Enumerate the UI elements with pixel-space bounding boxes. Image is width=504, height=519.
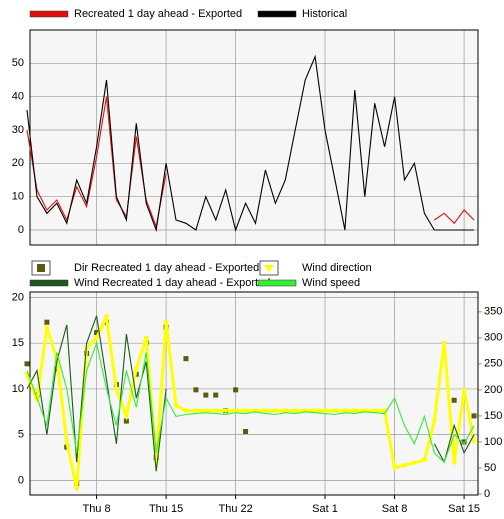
x-tick-label: Thu 22 [218, 503, 252, 515]
marker [183, 356, 189, 362]
x-tick-label: Thu 8 [82, 503, 110, 515]
marker [143, 335, 150, 341]
marker [381, 408, 388, 414]
marker [44, 319, 50, 325]
marker [63, 439, 70, 445]
marker [113, 387, 120, 393]
marker [282, 408, 289, 414]
legend-label: Wind speed [302, 277, 360, 289]
y-tick-label: 20 [12, 157, 24, 169]
legend-swatch [29, 10, 69, 18]
marker [232, 408, 239, 414]
marker [103, 314, 110, 320]
series-line [26, 54, 474, 233]
marker [243, 428, 249, 434]
marker [123, 418, 129, 424]
marker [93, 335, 100, 341]
y-tick-label: 5 [18, 429, 24, 441]
marker [302, 408, 309, 414]
marker [451, 460, 458, 466]
x-tick-label: Thu 15 [149, 503, 183, 515]
legend-label: Wind Recreated 1 day ahead - Exported [74, 277, 270, 289]
legend-swatch [257, 279, 297, 287]
series-line [26, 341, 475, 464]
marker [461, 439, 467, 445]
plot-area [30, 30, 478, 245]
y2-tick-label: 250 [484, 358, 502, 370]
legend-label: Dir Recreated 1 day ahead - Exported [74, 262, 259, 274]
marker [322, 408, 329, 414]
y-tick-label: 30 [12, 124, 24, 136]
y2-tick-label: 150 [484, 410, 502, 422]
x-tick-label: Sat 15 [448, 503, 480, 515]
marker [361, 408, 368, 414]
marker [33, 398, 40, 404]
marker [233, 387, 239, 393]
y-tick-label: 0 [18, 224, 24, 236]
marker [272, 408, 279, 414]
marker [193, 387, 199, 393]
legend-swatch [29, 279, 69, 287]
marker [471, 413, 477, 419]
marker [212, 408, 219, 414]
y-tick-label: 40 [12, 91, 24, 103]
marker [133, 367, 140, 373]
marker [371, 408, 378, 414]
y2-tick-label: 300 [484, 332, 502, 344]
legend-marker [37, 264, 45, 272]
x-tick-label: Sat 1 [312, 503, 338, 515]
marker [202, 408, 209, 414]
marker [471, 439, 478, 445]
plot-border [29, 291, 479, 496]
y2-tick-label: 50 [484, 462, 496, 474]
marker [351, 408, 358, 414]
marker [123, 413, 130, 419]
marker [292, 408, 299, 414]
marker [391, 465, 398, 471]
legend-swatch [257, 10, 297, 18]
marker [43, 325, 50, 331]
x-tick-label: Sat 8 [382, 503, 408, 515]
marker [411, 460, 418, 466]
marker [461, 387, 468, 393]
y2-tick-label: 350 [484, 306, 502, 318]
y2-tick-label: 0 [484, 488, 490, 500]
legend-label: Recreated 1 day ahead - Exported [74, 8, 242, 20]
y-tick-label: 10 [12, 191, 24, 203]
marker [173, 403, 180, 409]
y2-tick-label: 200 [484, 384, 502, 396]
marker [441, 341, 448, 347]
marker [451, 397, 457, 403]
marker [242, 408, 249, 414]
marker [401, 463, 408, 469]
y-tick-label: 15 [12, 337, 24, 349]
marker [341, 408, 348, 414]
y-tick-label: 50 [12, 57, 24, 69]
marker [252, 408, 259, 414]
marker [331, 408, 338, 414]
marker [431, 419, 438, 425]
marker [262, 408, 269, 414]
marker [182, 408, 189, 414]
plot-area [30, 292, 478, 495]
y-tick-label: 10 [12, 383, 24, 395]
y-tick-label: 20 [12, 291, 24, 303]
marker [312, 408, 319, 414]
marker [73, 486, 80, 492]
marker [222, 408, 229, 414]
marker [94, 330, 100, 336]
marker [192, 408, 199, 414]
legend-label: Historical [302, 8, 347, 20]
y-tick-label: 0 [18, 474, 24, 486]
marker [203, 392, 209, 398]
marker [163, 320, 170, 326]
y2-tick-label: 100 [484, 436, 502, 448]
legend-label: Wind direction [302, 262, 372, 274]
series-line [25, 311, 476, 490]
marker [213, 392, 219, 398]
marker [24, 361, 30, 367]
marker [421, 458, 428, 464]
legend-marker [264, 265, 274, 272]
